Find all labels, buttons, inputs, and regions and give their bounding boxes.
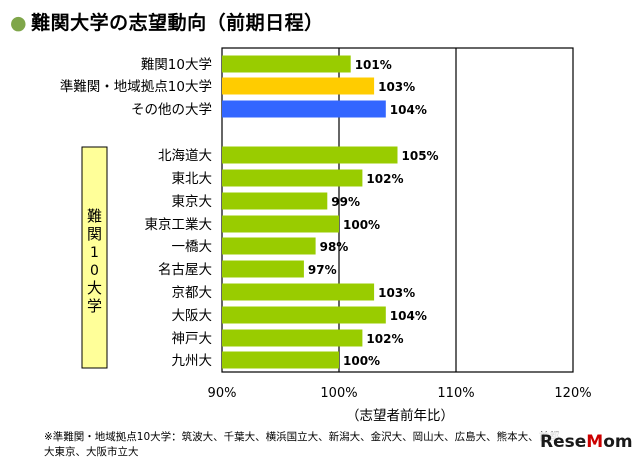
category-label: 九州大 (172, 353, 213, 369)
value-label: 103% (378, 80, 415, 94)
value-label: 102% (366, 172, 403, 186)
category-label: 神戸大 (172, 331, 213, 347)
value-label: 102% (366, 332, 403, 346)
category-label: 難関10大学 (141, 57, 212, 73)
group-label-char: 関 (87, 225, 102, 243)
value-label: 105% (402, 149, 439, 163)
bar (222, 77, 375, 95)
category-label: その他の大学 (131, 102, 212, 118)
group-label-char: 難 (87, 207, 102, 225)
group-label-char: 0 (90, 263, 99, 279)
category-label: 北海道大 (158, 148, 212, 164)
chart-title: ● 難関大学の志望動向（前期日程） (10, 8, 324, 35)
watermark-post: om (603, 432, 633, 452)
category-label: 名古屋大 (158, 262, 212, 278)
bar (222, 215, 339, 233)
x-axis-label: （志望者前年比） (346, 407, 454, 424)
value-label: 100% (343, 354, 380, 368)
category-label: 京都大 (172, 285, 213, 301)
value-label: 100% (343, 218, 380, 232)
bar (222, 351, 339, 369)
bullet-icon: ● (10, 12, 28, 34)
bar (222, 329, 363, 347)
category-label: 準難関・地域拠点10大学 (60, 79, 212, 95)
bar-chart: 難関 1 0大学 難関 1 0大学 準難関・地域拠点10大学その他の大学北海道大東北大東京… (60, 47, 592, 424)
watermark-pre: Rese (540, 432, 587, 452)
category-label: 東京工業大 (145, 217, 213, 233)
value-label: 103% (378, 286, 415, 300)
value-label: 99% (331, 195, 360, 209)
bar (222, 100, 386, 118)
value-label: 104% (390, 309, 427, 323)
bars (222, 55, 398, 369)
category-labels: 難関 1 0大学 準難関・地域拠点10大学その他の大学北海道大東北大東京大東京工業大一… (60, 57, 212, 369)
bar (222, 55, 351, 73)
value-labels: 101% 103% 104% 105% 102% 99% 100% 98% 97% 103% 104… (308, 58, 439, 368)
category-label: 大阪大 (172, 308, 213, 324)
value-label: 104% (390, 103, 427, 117)
watermark-logo: ReseMom (538, 432, 635, 452)
x-tick-label: 100% (320, 386, 357, 401)
bar (222, 283, 375, 301)
x-tick-label: 120% (554, 386, 591, 401)
group-box: 難関 1 0大学 (81, 146, 108, 369)
x-tick-label: 110% (437, 386, 474, 401)
x-tick-label: 90% (208, 386, 237, 401)
category-label: 東京大 (172, 194, 213, 210)
bar (222, 192, 328, 210)
group-box-rect (81, 146, 108, 369)
group-label-char: 1 (90, 245, 99, 261)
group-label-char: 大 (87, 279, 102, 297)
bar (222, 306, 386, 324)
value-label: 98% (320, 240, 349, 254)
bar (222, 146, 398, 164)
category-label: 一橋大 (172, 239, 213, 255)
watermark-accent: M (586, 432, 604, 452)
bar (222, 260, 304, 278)
x-tick-labels: 90% 100% 110% 120% (208, 386, 592, 401)
bar (222, 237, 316, 255)
value-label: 97% (308, 263, 337, 277)
chart-title-text: 難関大学の志望動向（前期日程） (31, 12, 324, 34)
footnote: ※準難関・地域拠点10大学：筑波大、千葉大、横浜国立大、新潟大、金沢大、岡山大、… (44, 431, 560, 458)
group-label-char: 学 (87, 297, 102, 315)
bar (222, 169, 363, 187)
value-label: 101% (355, 58, 392, 72)
category-label: 東北大 (172, 171, 213, 187)
